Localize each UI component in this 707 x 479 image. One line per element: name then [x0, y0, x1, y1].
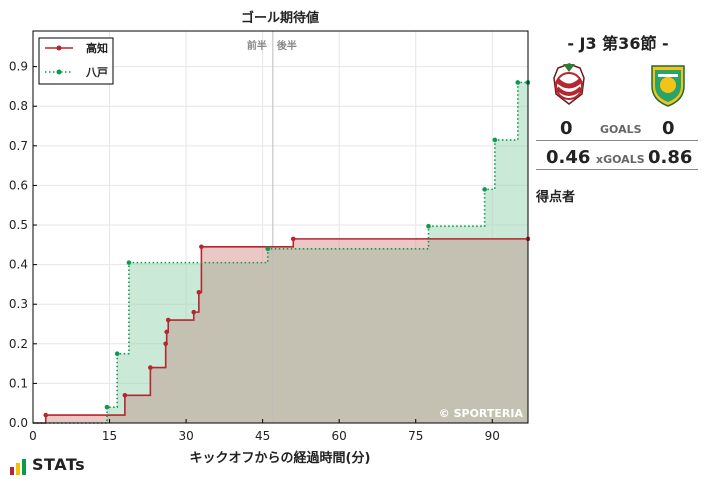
chart-title: ゴール期待値: [241, 10, 319, 26]
data-point-1: [492, 137, 498, 143]
y-tick-label: 0.4: [9, 258, 28, 272]
y-tick-label: 0.6: [9, 178, 28, 192]
home-goals: 0: [560, 118, 573, 139]
data-point-1: [482, 187, 487, 192]
xg-chart: ゴール期待値 前半 後半 0 15 30 45 60 75 90 0.0 0.1 0.2 0.3 0.4 0…: [9, 10, 530, 466]
match-title: - J3 第36節 -: [567, 34, 669, 53]
x-tick-label: 45: [255, 429, 270, 443]
data-point-0: [191, 309, 197, 315]
legend-label-0: 高知: [86, 41, 108, 55]
data-point-1: [114, 351, 120, 357]
data-point-1: [426, 223, 431, 229]
data-point-0: [290, 236, 296, 242]
stats-logo-icon: [10, 459, 26, 475]
data-point-1: [104, 404, 110, 410]
y-tick-label: 0.9: [9, 60, 28, 74]
legend-box: [38, 37, 114, 85]
data-point-0: [163, 341, 168, 347]
second-half-label: 後半: [277, 39, 297, 52]
legend-marker-1: [56, 69, 62, 75]
data-point-0: [164, 329, 170, 335]
y-tick-label: 0.3: [9, 297, 28, 311]
data-point-0: [148, 365, 153, 370]
away-goals: 0: [662, 118, 675, 139]
y-tick-label: 0.1: [9, 376, 28, 390]
home-xg: 0.46: [546, 147, 591, 168]
data-point-0: [122, 392, 128, 398]
y-tick-label: 0.2: [9, 337, 28, 351]
scorers-label: 得点者: [536, 190, 576, 205]
x-tick-label: 15: [102, 429, 117, 443]
data-point-0: [196, 290, 202, 295]
xgoals-label: xGOALS: [596, 153, 645, 166]
away-xg: 0.86: [648, 147, 693, 168]
legend-marker-0: [56, 45, 62, 51]
watermark: © SPORTERIA: [439, 407, 524, 420]
home-team-crest: [553, 63, 585, 105]
x-tick-label: 0: [29, 429, 37, 443]
overlap-area: [33, 238, 528, 423]
plot-frame: [32, 30, 529, 424]
first-half-label: 前半: [247, 39, 267, 52]
x-tick-label: 30: [178, 429, 193, 443]
xgoals-row: 0.46 xGOALS 0.86: [536, 147, 698, 170]
brand-name: STATs: [32, 455, 86, 474]
away-team-crest: [651, 65, 685, 107]
y-tick-label: 0.8: [9, 99, 28, 113]
x-tick-label: 75: [408, 429, 423, 443]
y-tick-label: 0.0: [9, 416, 28, 430]
data-point-1: [126, 260, 132, 265]
data-point-1: [265, 246, 271, 252]
legend-label-1: 八戸: [85, 66, 108, 79]
x-tick-label: 60: [332, 429, 347, 443]
x-tick-label: 90: [485, 429, 500, 443]
series-line-1: [33, 81, 528, 424]
y-tick-label: 0.7: [9, 139, 28, 153]
goals-label: GOALS: [600, 123, 642, 136]
data-point-1: [515, 80, 521, 85]
goals-row: 0 GOALS 0: [536, 118, 698, 141]
y-tick-label: 0.5: [9, 218, 28, 232]
x-axis-label: キックオフからの経過時間(分): [190, 450, 371, 466]
data-point-0: [199, 244, 204, 250]
data-point-0: [43, 412, 49, 418]
data-point-0: [165, 317, 171, 323]
